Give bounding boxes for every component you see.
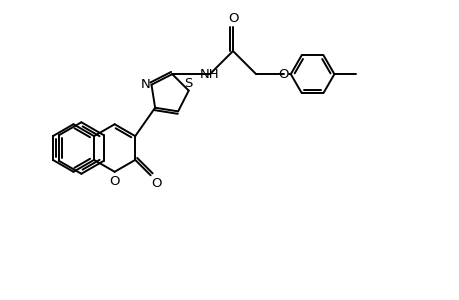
Text: O: O <box>109 175 120 188</box>
Text: O: O <box>151 177 162 190</box>
Text: S: S <box>184 76 192 90</box>
Text: N: N <box>140 78 150 91</box>
Text: NH: NH <box>200 68 219 81</box>
Text: O: O <box>227 12 238 25</box>
Text: O: O <box>278 68 289 81</box>
